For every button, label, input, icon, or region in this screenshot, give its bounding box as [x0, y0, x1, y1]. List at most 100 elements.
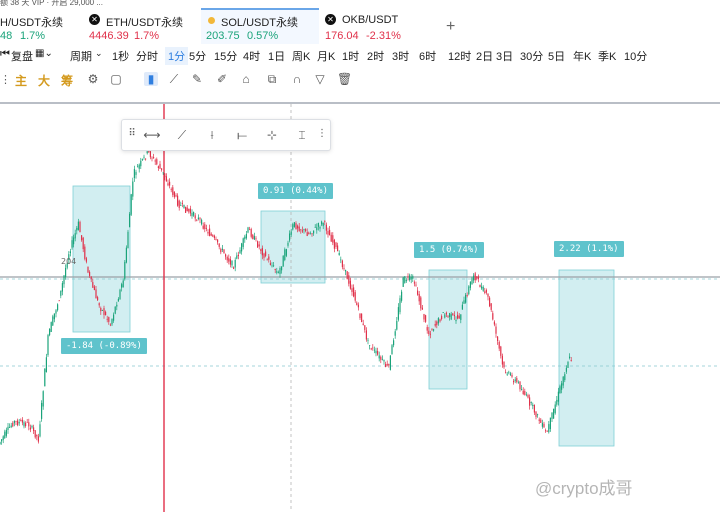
interval-17[interactable]: 5日: [548, 51, 566, 63]
interval-7[interactable]: 周K: [292, 51, 311, 63]
interval-10[interactable]: 2时: [367, 51, 385, 63]
template-icon[interactable]: ▢: [110, 72, 122, 86]
interval-1[interactable]: 分时: [136, 51, 158, 63]
tab-h-usdt[interactable]: H/USDT永续 48 1.7%: [0, 8, 86, 44]
candle-body: [273, 265, 275, 267]
candle-body: [268, 256, 270, 260]
candle-body: [133, 169, 135, 178]
interval-6[interactable]: 1日: [268, 51, 286, 63]
candle-body: [479, 284, 481, 288]
candle-body: [298, 226, 300, 232]
candle-body: [55, 310, 57, 314]
interval-16[interactable]: 30分: [520, 51, 544, 63]
candle-body: [60, 290, 62, 296]
interval-9[interactable]: 1时: [342, 51, 360, 63]
magnet-icon[interactable]: ∩: [292, 72, 302, 86]
candle-body: [516, 378, 518, 382]
candle-body: [305, 229, 307, 232]
copy-icon[interactable]: ⧉: [267, 72, 277, 86]
period-button[interactable]: 周期: [70, 51, 92, 63]
layout-icon[interactable]: ▦⌄: [35, 48, 53, 59]
candle-body: [95, 289, 97, 299]
candle-body: [281, 266, 283, 271]
more-icon[interactable]: ⋮: [317, 128, 327, 139]
indicator-main[interactable]: 主: [15, 74, 28, 88]
interval-18[interactable]: 年K: [573, 51, 592, 63]
candle-body: [290, 231, 292, 235]
range-box-3[interactable]: [428, 269, 468, 390]
trash-icon[interactable]: 🗑: [337, 72, 353, 86]
add-tab-button[interactable]: +: [446, 18, 456, 35]
interval-5[interactable]: 4时: [243, 51, 261, 63]
filter-icon[interactable]: ▽: [315, 72, 325, 86]
candle-body: [105, 311, 107, 315]
candle-body: [397, 307, 399, 320]
interval-3[interactable]: 5分: [189, 51, 207, 63]
indicator-chips[interactable]: 筹: [61, 74, 74, 88]
price-range-icon[interactable]: ⌶: [298, 128, 306, 142]
range-box-4[interactable]: [558, 269, 615, 447]
indicator-big[interactable]: 大: [38, 74, 51, 88]
close-icon[interactable]: ✕: [89, 14, 100, 25]
candle-body: [433, 329, 435, 331]
candle-body: [233, 267, 235, 269]
interval-4[interactable]: 15分: [214, 51, 238, 63]
interval-14[interactable]: 2日: [476, 51, 494, 63]
candle-body: [87, 266, 89, 273]
chevron-down-icon[interactable]: ⌄: [95, 48, 103, 58]
horizontal-ray-icon[interactable]: ⟷: [143, 128, 161, 142]
candle-body: [353, 287, 355, 297]
replay-icon[interactable]: ⏮: [0, 48, 10, 60]
candle-body: [460, 314, 462, 320]
settings-icon[interactable]: ⚙: [87, 72, 99, 86]
candlestick-chart[interactable]: 204: [0, 104, 720, 512]
candle-body: [503, 361, 505, 368]
candle-body: [535, 411, 537, 417]
replay-button[interactable]: 复盘: [11, 51, 33, 63]
interval-15[interactable]: 3日: [496, 51, 514, 63]
text-icon[interactable]: ✐: [216, 72, 228, 86]
candle-body: [93, 286, 95, 290]
interval-8[interactable]: 月K: [317, 51, 336, 63]
candle-body: [437, 318, 439, 324]
lock-icon[interactable]: ⌂: [242, 72, 250, 86]
candle-body: [225, 254, 227, 257]
candle-body: [308, 232, 310, 234]
candle-body: [509, 373, 511, 375]
close-icon[interactable]: ✕: [325, 14, 336, 25]
candle-body: [127, 231, 129, 249]
candle-body: [213, 235, 215, 238]
trend-line-icon[interactable]: ⟋: [177, 128, 187, 142]
interval-0[interactable]: 1秒: [112, 51, 130, 63]
candle-body: [4, 431, 6, 438]
range-box-2[interactable]: [260, 210, 326, 284]
interval-13[interactable]: 12时: [448, 51, 472, 63]
bookmark-icon[interactable]: ▮: [144, 72, 158, 86]
tab-okb-usdt[interactable]: ✕ OKB/USDT 176.04 -2.31%: [322, 8, 440, 44]
candle-body: [116, 304, 118, 307]
cross-line-icon[interactable]: ⊹: [266, 128, 278, 142]
interval-toolbar: ⏮ 复盘 ▦⌄ 周期 ⌄ 1秒 分时 1分 5分 15分 4时 1日 周K 月K 1时 2时 3时 6时…: [0, 46, 720, 65]
drag-handle-icon[interactable]: ⠿: [128, 128, 136, 139]
interval-19[interactable]: 季K: [598, 51, 617, 63]
menu-icon[interactable]: ⋮: [0, 74, 11, 86]
vertical-line-icon[interactable]: ⟊: [210, 128, 214, 142]
candle-body: [250, 229, 252, 237]
candle-body: [570, 360, 572, 361]
candle-body: [237, 254, 239, 256]
tab-eth-usdt[interactable]: ✕ ETH/USDT永续 4446.39 1.7%: [86, 8, 200, 44]
candle-body: [329, 229, 331, 236]
candle-body: [529, 397, 531, 406]
brush-icon[interactable]: ✎: [191, 72, 203, 86]
interval-11[interactable]: 3时: [392, 51, 410, 63]
candle-body: [556, 399, 558, 405]
interval-12[interactable]: 6时: [419, 51, 437, 63]
interval-20[interactable]: 10分: [624, 51, 648, 63]
tab-sol-usdt[interactable]: SOL/USDT永续 203.75 0.57%: [201, 8, 319, 44]
interval-2[interactable]: 1分: [165, 47, 189, 65]
candle-body: [132, 181, 134, 197]
range-box-1[interactable]: [72, 185, 131, 333]
horizontal-line-icon[interactable]: ⟝: [237, 128, 247, 142]
candle-body: [265, 251, 267, 256]
ruler-icon[interactable]: ⟋: [169, 72, 179, 86]
